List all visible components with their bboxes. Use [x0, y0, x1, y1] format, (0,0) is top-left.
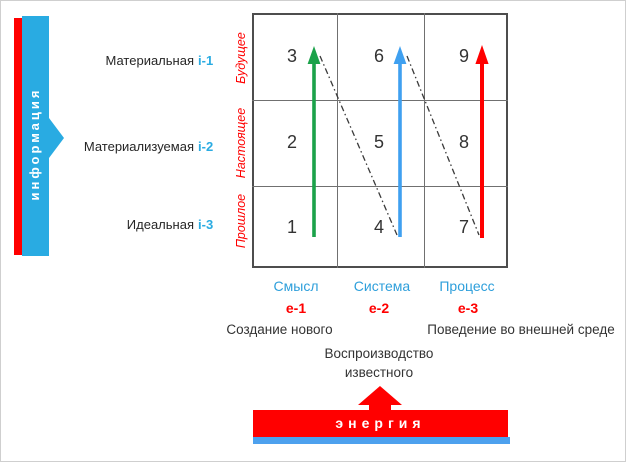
- row-code-i2: i-2: [198, 139, 214, 154]
- energy-axis-label: энергия: [335, 415, 426, 431]
- info-axis-red-stripe: [14, 18, 22, 255]
- caption-sozdanie-novogo: Создание нового: [226, 322, 333, 337]
- matrix-grid: [252, 13, 508, 268]
- row-label-materialnaya: Материальная: [105, 53, 195, 68]
- row-code-i1: i-1: [198, 53, 214, 68]
- grid-vline-2: [424, 13, 425, 268]
- col-label-sistema: Система: [353, 278, 411, 294]
- grid-cell-r2c2: 7: [458, 217, 469, 237]
- col-label-process: Процесс: [439, 278, 495, 294]
- grid-hline-2: [252, 186, 508, 187]
- info-axis-arrow-icon: [49, 118, 64, 158]
- row-code-i3: i-3: [198, 217, 214, 232]
- energy-arrow-stem: [369, 404, 391, 412]
- row-label-materializuemaya: Материализуемая: [83, 139, 194, 154]
- grid-cell-r2c1: 4: [373, 217, 384, 237]
- time-label-past: Прошлое: [234, 193, 248, 249]
- grid-cell-r0c1: 6: [373, 46, 384, 66]
- energy-axis-bar: энергия: [253, 410, 508, 437]
- grid-vline-1: [337, 13, 338, 268]
- grid-cell-r2c0: 1: [286, 217, 297, 237]
- grid-cell-r0c0: 3: [286, 46, 297, 66]
- col-code-e3: e-3: [457, 300, 479, 316]
- grid-hline-1: [252, 100, 508, 101]
- grid-cell-r0c2: 9: [458, 46, 469, 66]
- grid-cell-r1c0: 2: [286, 132, 297, 152]
- energy-axis-blue-stripe: [253, 437, 510, 444]
- grid-cell-r1c2: 8: [458, 132, 469, 152]
- caption-vosproizvodstvo: Воспроизводство известного: [324, 346, 434, 380]
- energy-arrow-icon: [358, 386, 402, 405]
- col-code-e2: e-2: [368, 300, 390, 316]
- grid-cell-r1c1: 5: [373, 132, 384, 152]
- col-code-e1: e-1: [285, 300, 307, 316]
- info-axis-bar: [22, 16, 49, 256]
- caption-povedenie: Поведение во внешней среде: [427, 322, 615, 337]
- col-label-smysl: Смысл: [273, 278, 319, 294]
- row-label-idealnaya: Идеальная: [126, 217, 194, 232]
